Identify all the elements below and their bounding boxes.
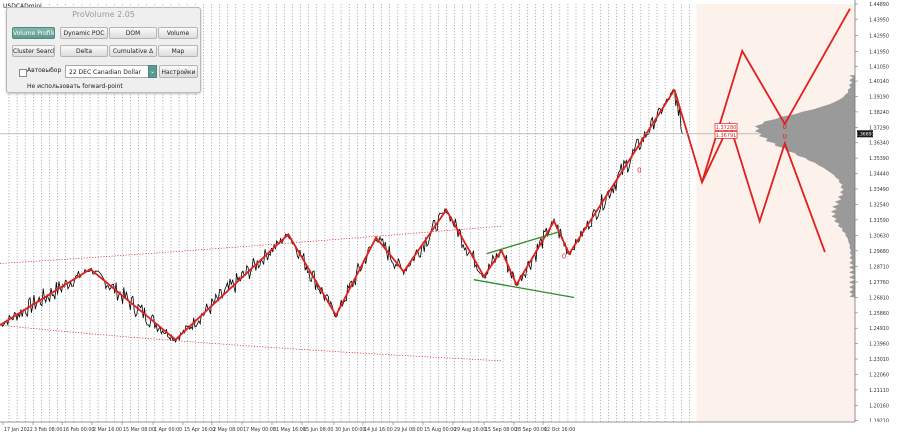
time-tick-label: 29 Jul 08:00	[394, 427, 423, 433]
lower-range-curve	[0, 324, 502, 362]
delta-button[interactable]: Delta	[60, 45, 108, 57]
price-axis-background	[855, 0, 900, 435]
projection-line	[673, 89, 826, 253]
auto-select-checkbox[interactable]	[19, 69, 27, 77]
price-tick-label: 1.38240	[869, 110, 889, 116]
price-tick-label: 1.29680	[869, 249, 889, 255]
time-tick-label: 15 Sep 08:00	[485, 427, 517, 433]
channel-upper-line	[486, 230, 562, 255]
level-labels: 1.37280 1.36791	[714, 123, 738, 139]
price-tick-label: 1.37290	[869, 125, 889, 131]
current-price-box	[857, 130, 873, 138]
price-tick-label: 1.34440	[869, 172, 889, 178]
map-button[interactable]: Map	[158, 45, 198, 57]
volume-button[interactable]: Volume	[158, 27, 198, 39]
channel-lower-line	[473, 279, 575, 299]
price-tick-label: 1.23010	[869, 357, 889, 363]
instrument-select[interactable]: 22 DEC Canadian Dollar	[65, 65, 149, 78]
level-label: 1.37280	[716, 125, 737, 131]
provolume-panel: ProVolume 2.05 Volume Profile Dynamic PO…	[6, 7, 201, 93]
cluster-search-button[interactable]: Cluster Search	[12, 45, 55, 57]
price-tick-label: 1.24910	[869, 326, 889, 332]
current-price-label: 1.36891	[856, 131, 875, 137]
price-tick-label: 1.28710	[869, 265, 889, 271]
price-tick-label: 1.25860	[869, 311, 889, 317]
panel-title: ProVolume 2.05	[72, 10, 135, 19]
time-tick-label: 29 Aug 16:00	[454, 427, 486, 433]
time-tick-label: 1 Apr 00:00	[154, 427, 182, 433]
time-tick-label: 15 Mar 08:00	[123, 427, 155, 433]
time-tick-label: 12 Oct 16:00	[544, 427, 575, 433]
wave-marker: 0	[783, 123, 787, 131]
chevron-down-icon[interactable]: ⌄	[148, 65, 157, 78]
price-tick-label: 1.20160	[869, 403, 889, 409]
settings-button[interactable]: Настройки	[159, 65, 198, 78]
price-tick-label: 1.41050	[869, 64, 889, 70]
time-tick-label: 14 Jul 16:00	[364, 427, 393, 433]
projection-upper-line	[701, 8, 851, 183]
time-tick-label: 3 Feb 08:00	[34, 427, 62, 433]
price-tick-label: 1.43950	[869, 17, 889, 23]
volume-profile	[754, 75, 855, 298]
price-tick-label: 1.26810	[869, 295, 889, 301]
time-tick-label: 15 Apr 16:00	[184, 427, 215, 433]
price-tick-label: 1.30630	[869, 233, 889, 239]
time-axis-background	[0, 422, 900, 435]
zigzag-line	[0, 89, 676, 341]
time-tick-label: 17 May 00:00	[243, 427, 276, 433]
time-tick-label: 28 Sep 00:00	[515, 427, 547, 433]
price-tick-label: 1.19210	[869, 419, 889, 425]
price-tick-label: 1.36340	[869, 141, 889, 147]
time-tick-label: 30 Jun 00:00	[335, 427, 365, 433]
time-tick-label: 2 Mar 16:00	[93, 427, 122, 433]
price-tick-label: 1.40140	[869, 79, 889, 85]
price-tick-label: 1.42950	[869, 33, 889, 39]
wave-markers: 0 0 0 0	[562, 123, 787, 261]
price-tick-label: 1.21110	[869, 388, 889, 394]
forward-point-label: Не использовать forward-point	[27, 83, 123, 90]
projection-area	[696, 4, 855, 422]
upper-range-curve	[0, 225, 502, 264]
time-tick-label: 15 Jun 08:00	[303, 427, 333, 433]
price-tick-label: 1.31590	[869, 218, 889, 224]
range-curves	[0, 225, 502, 362]
trend-channel	[473, 230, 575, 299]
price-tick-label: 1.33490	[869, 187, 889, 193]
price-tick-label: 1.39190	[869, 94, 889, 100]
time-tick-label: 2 May 08:00	[213, 427, 243, 433]
price-tick-label: 1.41950	[869, 50, 889, 56]
time-tick-label: 31 May 16:00	[273, 427, 306, 433]
wave-marker: 0	[637, 167, 641, 175]
wave-marker: 0	[562, 253, 566, 261]
price-tick-label: 1.44890	[869, 2, 889, 8]
level-label-box	[714, 123, 738, 131]
time-grid	[8, 4, 690, 422]
price-tick-label: 1.27760	[869, 280, 889, 286]
zigzag-lines	[0, 8, 851, 341]
cumulative-delta-button[interactable]: Cumulative Δ	[109, 45, 157, 57]
time-axis: 17 Jan 2022 3 Feb 08:00 16 Feb 00:002 Mar …	[0, 421, 900, 435]
volume-profile-shape	[754, 75, 855, 298]
level-label: 1.36791	[716, 133, 737, 139]
dynamic-poc-button[interactable]: Dynamic POC	[60, 27, 108, 39]
wave-marker: 0	[783, 133, 787, 141]
price-tick-label: 1.35390	[869, 156, 889, 162]
level-label-box	[714, 131, 738, 139]
auto-select-label: Автовыбор	[27, 67, 62, 74]
time-tick-label: 17 Jan 2022	[4, 427, 33, 433]
price-tick-label: 1.32540	[869, 202, 889, 208]
price-axis: 1.44890 1.43950 1.42950 1.41950 1.41050 1.401…	[854, 0, 900, 435]
volume-profile-button[interactable]: Volume Profile	[12, 27, 55, 39]
symbol-label: USDCADmini	[3, 3, 42, 10]
price-tick-label: 1.22060	[869, 372, 889, 378]
time-tick-label: 16 Feb 00:00	[63, 427, 94, 433]
time-tick-label: 15 Aug 00:00	[424, 427, 456, 433]
price-tick-label: 1.23960	[869, 342, 889, 348]
dom-button[interactable]: DOM	[109, 27, 157, 39]
